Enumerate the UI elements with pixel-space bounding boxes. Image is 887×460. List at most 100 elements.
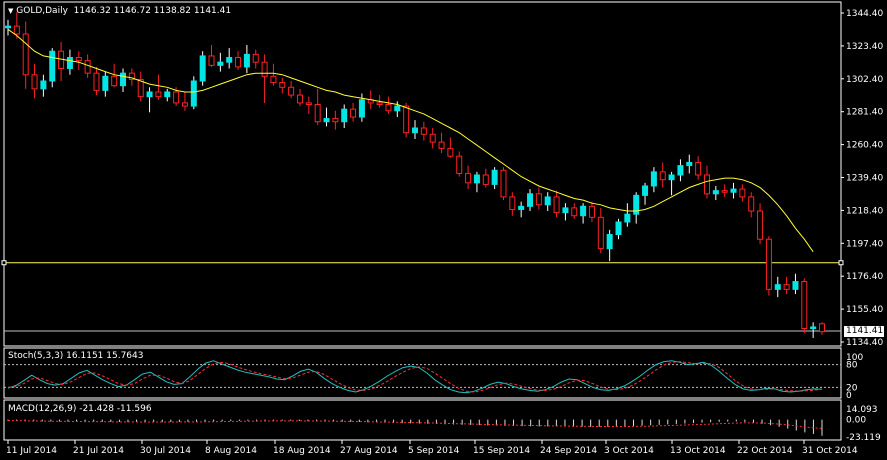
x-axis-label: 5 Sep 2014 [408, 446, 460, 456]
candle-body [403, 105, 410, 134]
candle-body [447, 147, 454, 157]
candle-body [49, 50, 56, 82]
x-axis-label: 22 Oct 2014 [737, 446, 793, 456]
price-y-tick-label: 1239.40 [846, 174, 883, 184]
candle-body [173, 91, 180, 104]
candle-body [624, 213, 631, 223]
price-y-tick-label: 1281.40 [846, 108, 883, 118]
support-line-handle [838, 260, 844, 266]
candle-body [668, 174, 675, 181]
candle-body [13, 25, 20, 35]
candle-body [703, 174, 710, 195]
x-axis-label: 8 Aug 2014 [205, 446, 257, 456]
candle-body [208, 55, 215, 66]
candle-body [261, 61, 268, 77]
candle-body [270, 75, 277, 84]
candle-body [730, 188, 737, 193]
stoch-panel-frame [3, 347, 842, 399]
stoch-y-tick-label: 0 [846, 391, 852, 401]
candle-body [438, 141, 445, 149]
candle-body [296, 94, 303, 104]
current-price-tag: 1141.41 [844, 326, 884, 337]
macd-y-tick-label: -23.119 [846, 433, 881, 443]
candle-body [420, 127, 427, 135]
candle-body [588, 205, 595, 218]
x-axis-label: 18 Aug 2014 [273, 446, 331, 456]
candle-body [659, 171, 666, 181]
candle-body [199, 55, 206, 82]
candle-body [429, 133, 436, 143]
macd-signal-line [7, 420, 823, 429]
candle-body [332, 118, 339, 123]
candle-body [748, 196, 755, 212]
candle-body [341, 108, 348, 123]
candle-body [120, 72, 127, 87]
price-panel-frame [3, 1, 842, 347]
ohlc-readout: 1146.32 1146.72 1138.82 1141.41 [73, 6, 232, 16]
x-axis-label: 15 Sep 2014 [473, 446, 530, 456]
x-axis-label: 21 Jul 2014 [73, 446, 124, 456]
x-axis-label: 3 Oct 2014 [604, 446, 654, 456]
candle-body [305, 102, 312, 105]
candle-body [93, 72, 100, 91]
candle-body [279, 82, 286, 88]
candle-body [527, 193, 534, 207]
candle-body [721, 190, 728, 193]
candle-body [633, 194, 640, 215]
candle-body [235, 56, 242, 68]
candle-body [102, 75, 109, 91]
dropdown-triangle-icon[interactable]: ▼ [8, 7, 14, 15]
candle-body [783, 284, 790, 290]
candle-body [553, 196, 560, 214]
candle-body [252, 53, 259, 63]
price-y-tick-label: 1323.40 [846, 42, 883, 52]
candle-body [456, 155, 463, 174]
candle-body [190, 80, 197, 107]
candle-body [810, 326, 817, 330]
price-y-tick-label: 1197.40 [846, 239, 883, 249]
candle-body [243, 53, 250, 68]
candle-body [597, 216, 604, 250]
candle-body [155, 91, 162, 98]
candle-body [774, 284, 781, 290]
candle-body [358, 99, 365, 118]
candle-body [111, 75, 118, 87]
candle-body [226, 56, 233, 63]
candle-body [350, 108, 357, 118]
candle-body [5, 25, 11, 29]
price-y-tick-label: 1155.40 [846, 305, 883, 315]
candle-body [535, 193, 542, 206]
stoch-y-tick-label: 100 [846, 353, 863, 363]
candle-body [500, 169, 507, 198]
candle-body [181, 102, 188, 107]
candle-body [615, 221, 622, 236]
candle-body [146, 91, 153, 98]
candle-body [819, 323, 825, 333]
candle-body [40, 80, 47, 90]
candle-body [385, 103, 392, 112]
candle-body [128, 72, 135, 80]
candle-body [739, 188, 746, 198]
candle-body [394, 105, 401, 112]
candle-body [84, 60, 91, 74]
candle-body [66, 56, 73, 69]
candle-body [412, 127, 418, 134]
macd-y-tick-label: 14.093 [846, 405, 878, 415]
candle-body [712, 190, 719, 195]
candle-body [22, 33, 29, 76]
x-axis-label: 24 Sep 2014 [540, 446, 597, 456]
candle-body [650, 171, 657, 187]
candle-body [801, 281, 808, 330]
x-axis-label: 11 Jul 2014 [6, 446, 57, 456]
candle-body [562, 207, 569, 214]
x-axis-label: 13 Oct 2014 [670, 446, 726, 456]
candle-body [544, 196, 551, 206]
price-y-tick-label: 1134.40 [846, 338, 883, 348]
macd-panel-frame [3, 399, 842, 441]
candle-body [137, 78, 144, 98]
moving-average-line [7, 28, 814, 253]
price-y-tick-label: 1302.40 [846, 75, 883, 85]
symbol-label: GOLD,Daily [16, 6, 68, 16]
support-line-handle [1, 260, 7, 266]
